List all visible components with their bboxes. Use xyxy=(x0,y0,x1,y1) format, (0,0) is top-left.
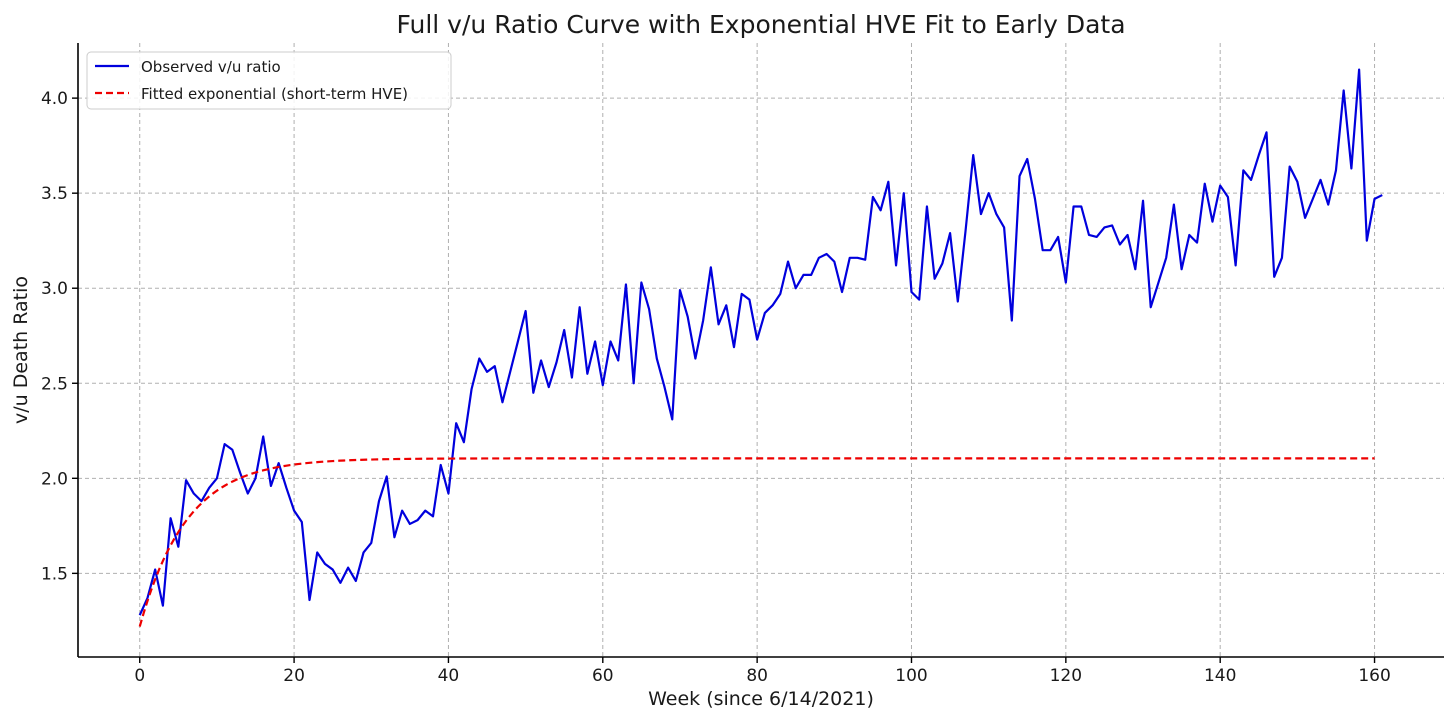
y-axis-label: v/u Death Ratio xyxy=(10,276,32,424)
x-tick-label: 140 xyxy=(1204,666,1236,686)
x-tick-label: 80 xyxy=(746,666,768,686)
y-tick-label: 4.0 xyxy=(41,89,68,109)
x-axis-label: Week (since 6/14/2021) xyxy=(648,688,874,710)
x-tick-label: 60 xyxy=(592,666,614,686)
series-layer xyxy=(138,68,1383,627)
x-tick-label: 40 xyxy=(438,666,460,686)
series-observed-line xyxy=(138,68,1383,616)
legend-label-fitted: Fitted exponential (short-term HVE) xyxy=(141,85,408,103)
y-tick-label: 3.0 xyxy=(41,279,68,299)
series-fitted-line xyxy=(138,457,1375,627)
x-tick-label: 160 xyxy=(1358,666,1390,686)
x-tick-label: 20 xyxy=(283,666,305,686)
legend-label-observed: Observed v/u ratio xyxy=(141,58,281,76)
ticks: 0 20 40 60 80 100 120 140 160 1.5 2.0 2.5 3.0 3.5 4.0 xyxy=(41,89,1391,686)
y-tick-label: 2.0 xyxy=(41,469,68,489)
grid xyxy=(78,43,1444,657)
chart-title: Full v/u Ratio Curve with Exponential HV… xyxy=(396,10,1125,39)
x-tick-label: 0 xyxy=(134,666,145,686)
axes xyxy=(77,43,1444,658)
y-tick-label: 3.5 xyxy=(41,184,68,204)
x-tick-label: 120 xyxy=(1050,666,1082,686)
legend: Observed v/u ratio Fitted exponential (s… xyxy=(86,51,452,110)
y-tick-label: 1.5 xyxy=(41,564,68,584)
y-tick-label: 2.5 xyxy=(41,374,68,394)
x-tick-label: 100 xyxy=(895,666,927,686)
legend-box xyxy=(86,51,452,110)
